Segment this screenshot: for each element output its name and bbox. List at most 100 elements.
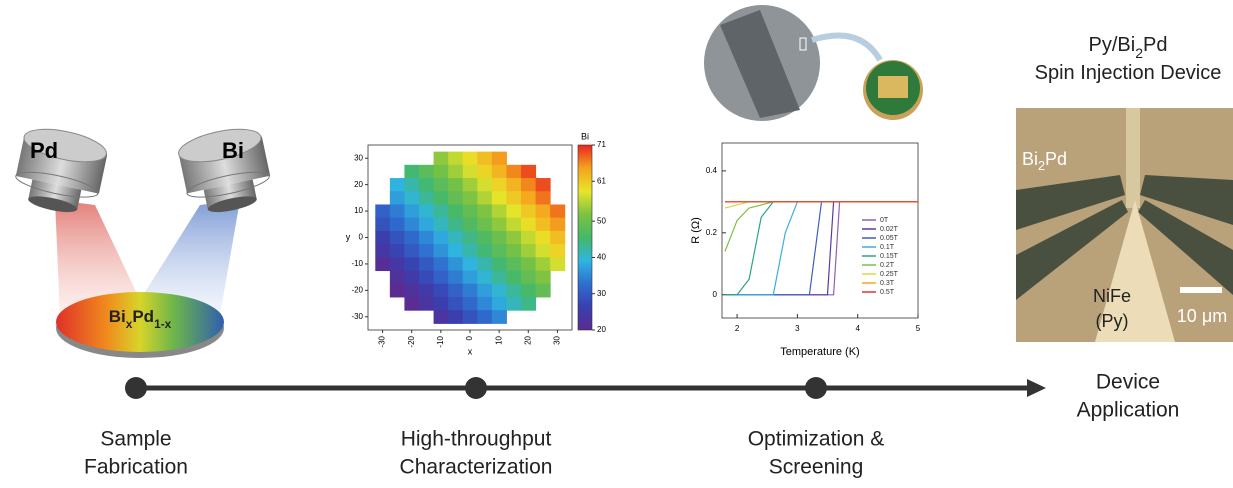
x-tick-label: -30 xyxy=(378,335,387,347)
y-tick-label: 0 xyxy=(713,290,718,299)
heat-cell xyxy=(477,152,492,166)
heat-cell xyxy=(404,271,419,285)
heat-cell xyxy=(419,297,434,311)
stage-label: Screening xyxy=(769,456,864,479)
legend-label: 0.2T xyxy=(880,262,895,269)
heat-cell xyxy=(521,257,536,271)
heat-cell xyxy=(521,191,536,205)
heat-cell xyxy=(434,218,449,232)
heat-cell xyxy=(463,284,478,298)
legend-label: 0.02T xyxy=(880,226,899,233)
heat-cell xyxy=(492,257,507,271)
x-tick-label: 4 xyxy=(855,324,860,333)
x-tick-label: 5 xyxy=(916,324,921,333)
heat-cell xyxy=(521,244,536,258)
heat-cell xyxy=(404,297,419,311)
heat-cell xyxy=(390,257,405,271)
heat-cell xyxy=(404,204,419,218)
heat-cell xyxy=(521,297,536,311)
heat-cell xyxy=(463,191,478,205)
arrow-head xyxy=(1027,379,1046,397)
heat-cell xyxy=(506,204,521,218)
heat-cell xyxy=(463,310,478,324)
heat-cell xyxy=(390,231,405,245)
heat-cell xyxy=(492,231,507,245)
stage-label: Device xyxy=(1096,371,1160,394)
source-label: Pd xyxy=(30,138,58,163)
heat-cell xyxy=(492,244,507,258)
legend-label: 0.05T xyxy=(880,235,899,242)
heat-cell xyxy=(448,218,463,232)
heat-cell xyxy=(477,257,492,271)
heat-cell xyxy=(419,191,434,205)
channel xyxy=(1126,108,1140,208)
heat-cell xyxy=(434,297,449,311)
heat-cell xyxy=(434,271,449,285)
heat-cell xyxy=(492,297,507,311)
heat-cell xyxy=(463,218,478,232)
heat-cell xyxy=(463,257,478,271)
heat-cell xyxy=(463,204,478,218)
heat-cell xyxy=(404,231,419,245)
heat-cell xyxy=(521,271,536,285)
x-tick-label: 30 xyxy=(553,335,562,344)
heat-cell xyxy=(492,191,507,205)
heat-cell xyxy=(550,244,565,258)
x-tick-label: -20 xyxy=(407,335,416,347)
heat-cell xyxy=(375,204,390,218)
heat-cell xyxy=(448,297,463,311)
heat-cell xyxy=(492,284,507,298)
heat-cell xyxy=(506,244,521,258)
heat-cell xyxy=(536,284,551,298)
heat-cell xyxy=(506,257,521,271)
y-tick-label: 0.4 xyxy=(706,166,718,175)
colorbar-tick-label: 61 xyxy=(597,176,606,185)
heat-cell xyxy=(419,244,434,258)
heat-cell xyxy=(434,178,449,192)
heat-cell xyxy=(506,191,521,205)
heat-cell xyxy=(375,231,390,245)
heat-cell xyxy=(521,165,536,179)
y-tick-label: -10 xyxy=(351,259,363,268)
colorbar xyxy=(578,145,592,330)
x-axis-label: x xyxy=(468,346,473,356)
heat-cell xyxy=(477,204,492,218)
strip-label: (Py) xyxy=(1096,311,1129,331)
heat-cell xyxy=(448,310,463,324)
legend-label: 0.5T xyxy=(880,289,895,296)
milestone xyxy=(125,377,147,399)
heat-cell xyxy=(434,231,449,245)
colorbar-title: Bi xyxy=(581,131,589,141)
heat-cell xyxy=(463,297,478,311)
scale-label: 10 μm xyxy=(1177,306,1227,326)
heat-cell xyxy=(506,218,521,232)
heat-cell xyxy=(550,231,565,245)
heat-cell xyxy=(448,152,463,166)
heat-cell xyxy=(375,218,390,232)
x-axis-label: Temperature (K) xyxy=(780,346,859,358)
heat-cell xyxy=(404,218,419,232)
heat-cell xyxy=(404,165,419,179)
heat-cell xyxy=(419,165,434,179)
heat-cell xyxy=(536,218,551,232)
heat-cell xyxy=(434,284,449,298)
heat-cell xyxy=(404,191,419,205)
heat-cell xyxy=(419,218,434,232)
heat-cell xyxy=(434,204,449,218)
heat-cell xyxy=(521,218,536,232)
y-tick-label: -20 xyxy=(351,285,363,294)
heat-cell xyxy=(448,191,463,205)
device-title-part: Spin Injection Device xyxy=(1035,62,1222,84)
heat-cell xyxy=(390,244,405,258)
heat-cell xyxy=(390,178,405,192)
source-pd xyxy=(10,123,110,219)
heat-cell xyxy=(492,178,507,192)
heat-cell xyxy=(448,178,463,192)
heat-cell xyxy=(463,244,478,258)
x-tick-label: 2 xyxy=(735,324,740,333)
stage-label: Sample xyxy=(100,428,171,451)
legend-label: 0.25T xyxy=(880,271,899,278)
heat-cell xyxy=(448,231,463,245)
device-title-part: Py/Bi xyxy=(1089,34,1136,56)
heat-cell xyxy=(477,271,492,285)
